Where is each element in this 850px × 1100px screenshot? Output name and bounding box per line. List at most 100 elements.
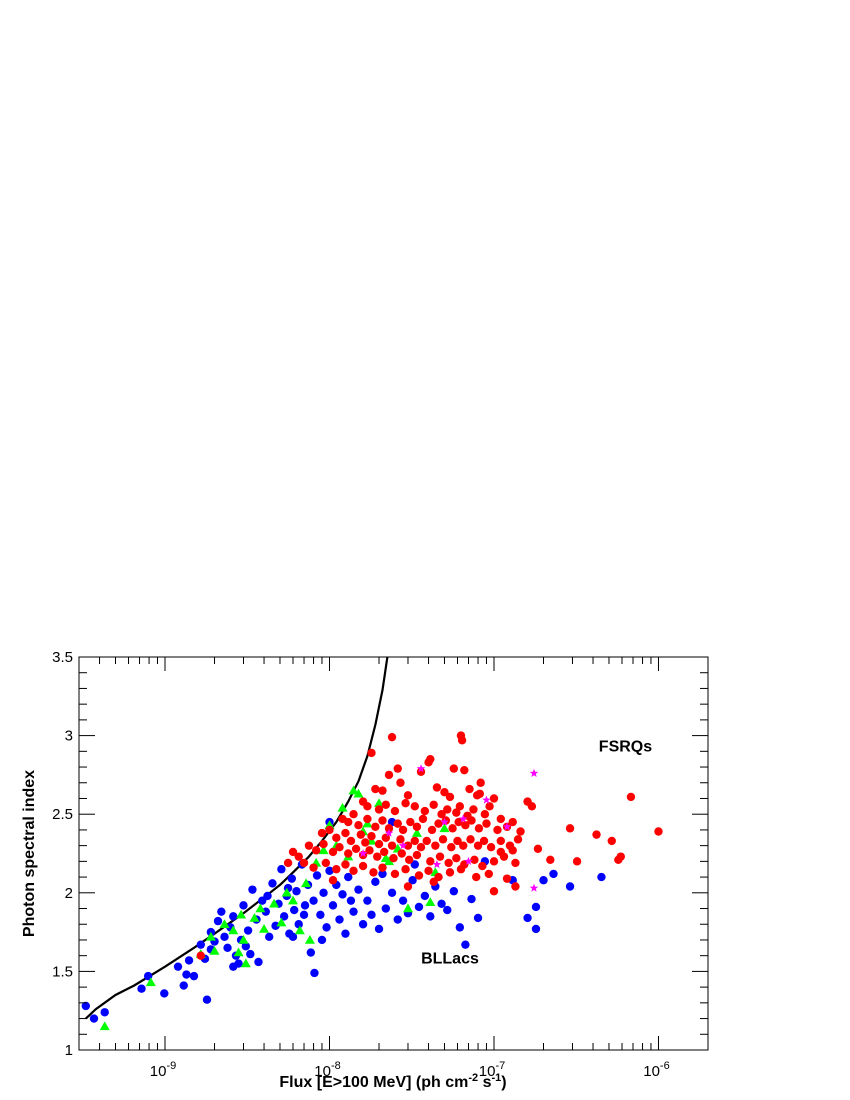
data-point — [288, 895, 299, 905]
data-point — [354, 821, 363, 830]
data-point — [301, 878, 312, 888]
data-point — [465, 784, 474, 794]
data-point — [448, 824, 457, 833]
data-point — [344, 817, 353, 827]
data-point — [440, 817, 449, 826]
data-point — [496, 814, 506, 824]
data-point — [325, 866, 334, 875]
data-point — [432, 860, 442, 869]
data-point — [299, 858, 309, 868]
data-point — [319, 888, 328, 897]
data-point — [367, 910, 376, 920]
data-point — [209, 945, 220, 955]
data-point — [597, 872, 606, 882]
tick-labels-layer: 1 1.5 2 2.5 3 3.5 10-9 10-8 10-7 10-6 — [52, 649, 670, 1080]
data-point — [196, 951, 205, 960]
data-point — [378, 786, 387, 795]
data-point — [607, 836, 616, 846]
data-point — [349, 866, 358, 875]
data-point — [502, 874, 512, 883]
data-point — [374, 924, 384, 934]
y-tick-label: 3 — [65, 728, 73, 745]
data-point — [312, 871, 322, 880]
data-point — [268, 879, 277, 888]
data-point — [145, 977, 156, 987]
data-point — [393, 915, 402, 924]
data-point — [325, 825, 334, 835]
data-point — [353, 788, 364, 798]
data-point — [294, 920, 303, 929]
data-point — [316, 910, 325, 920]
data-point — [414, 871, 424, 880]
data-point — [369, 868, 378, 877]
data-point — [289, 905, 299, 915]
data-point — [511, 882, 520, 891]
data-point — [489, 887, 499, 896]
data-point — [338, 890, 347, 899]
data-point — [254, 957, 263, 967]
data-point — [179, 981, 188, 990]
data-point — [371, 877, 380, 886]
data-point — [236, 909, 247, 919]
data-point — [344, 872, 353, 882]
data-point — [220, 932, 229, 942]
data-point — [489, 794, 499, 803]
data-point — [452, 808, 461, 817]
data-point — [358, 861, 368, 871]
data-point — [467, 816, 476, 825]
data-point — [349, 907, 358, 916]
data-point — [438, 835, 448, 844]
data-point — [387, 888, 397, 897]
data-point — [426, 857, 435, 866]
data-point — [337, 802, 348, 812]
data-point — [380, 853, 391, 862]
data-point — [367, 832, 376, 841]
data-point — [173, 962, 183, 971]
data-point — [414, 902, 424, 912]
data-point — [412, 850, 422, 860]
data-point — [348, 785, 359, 795]
data-point — [322, 923, 331, 932]
data-point — [533, 844, 543, 853]
data-point — [592, 830, 601, 839]
data-point — [403, 791, 413, 800]
data-point — [443, 805, 452, 814]
data-point — [371, 784, 380, 794]
data-point — [363, 896, 372, 905]
data-point — [374, 798, 385, 807]
data-point — [459, 841, 468, 850]
data-point — [464, 856, 473, 865]
data-point — [473, 841, 483, 850]
data-point — [384, 828, 394, 837]
data-point — [319, 839, 328, 849]
data-point — [480, 810, 490, 819]
data-point — [294, 852, 303, 861]
data-point — [461, 940, 470, 949]
data-point — [346, 896, 356, 905]
data-point — [410, 860, 419, 869]
data-point — [429, 800, 438, 809]
data-point — [346, 836, 356, 846]
data-point — [401, 798, 410, 808]
data-point — [378, 816, 387, 825]
data-point — [263, 891, 272, 901]
data-point — [452, 854, 461, 863]
data-point — [229, 962, 238, 971]
data-point — [228, 925, 239, 935]
series-fsrqs — [196, 731, 663, 960]
data-point — [549, 869, 558, 879]
data-point — [412, 822, 422, 831]
data-point — [416, 764, 426, 773]
data-point — [233, 947, 244, 957]
data-point — [306, 948, 316, 957]
data-point — [457, 736, 467, 745]
data-point — [476, 778, 485, 787]
data-point — [349, 810, 358, 819]
data-point — [411, 828, 422, 837]
data-point — [454, 817, 463, 827]
data-point — [182, 970, 191, 979]
data-point — [460, 765, 469, 775]
data-point — [328, 847, 338, 857]
data-point — [426, 912, 435, 921]
